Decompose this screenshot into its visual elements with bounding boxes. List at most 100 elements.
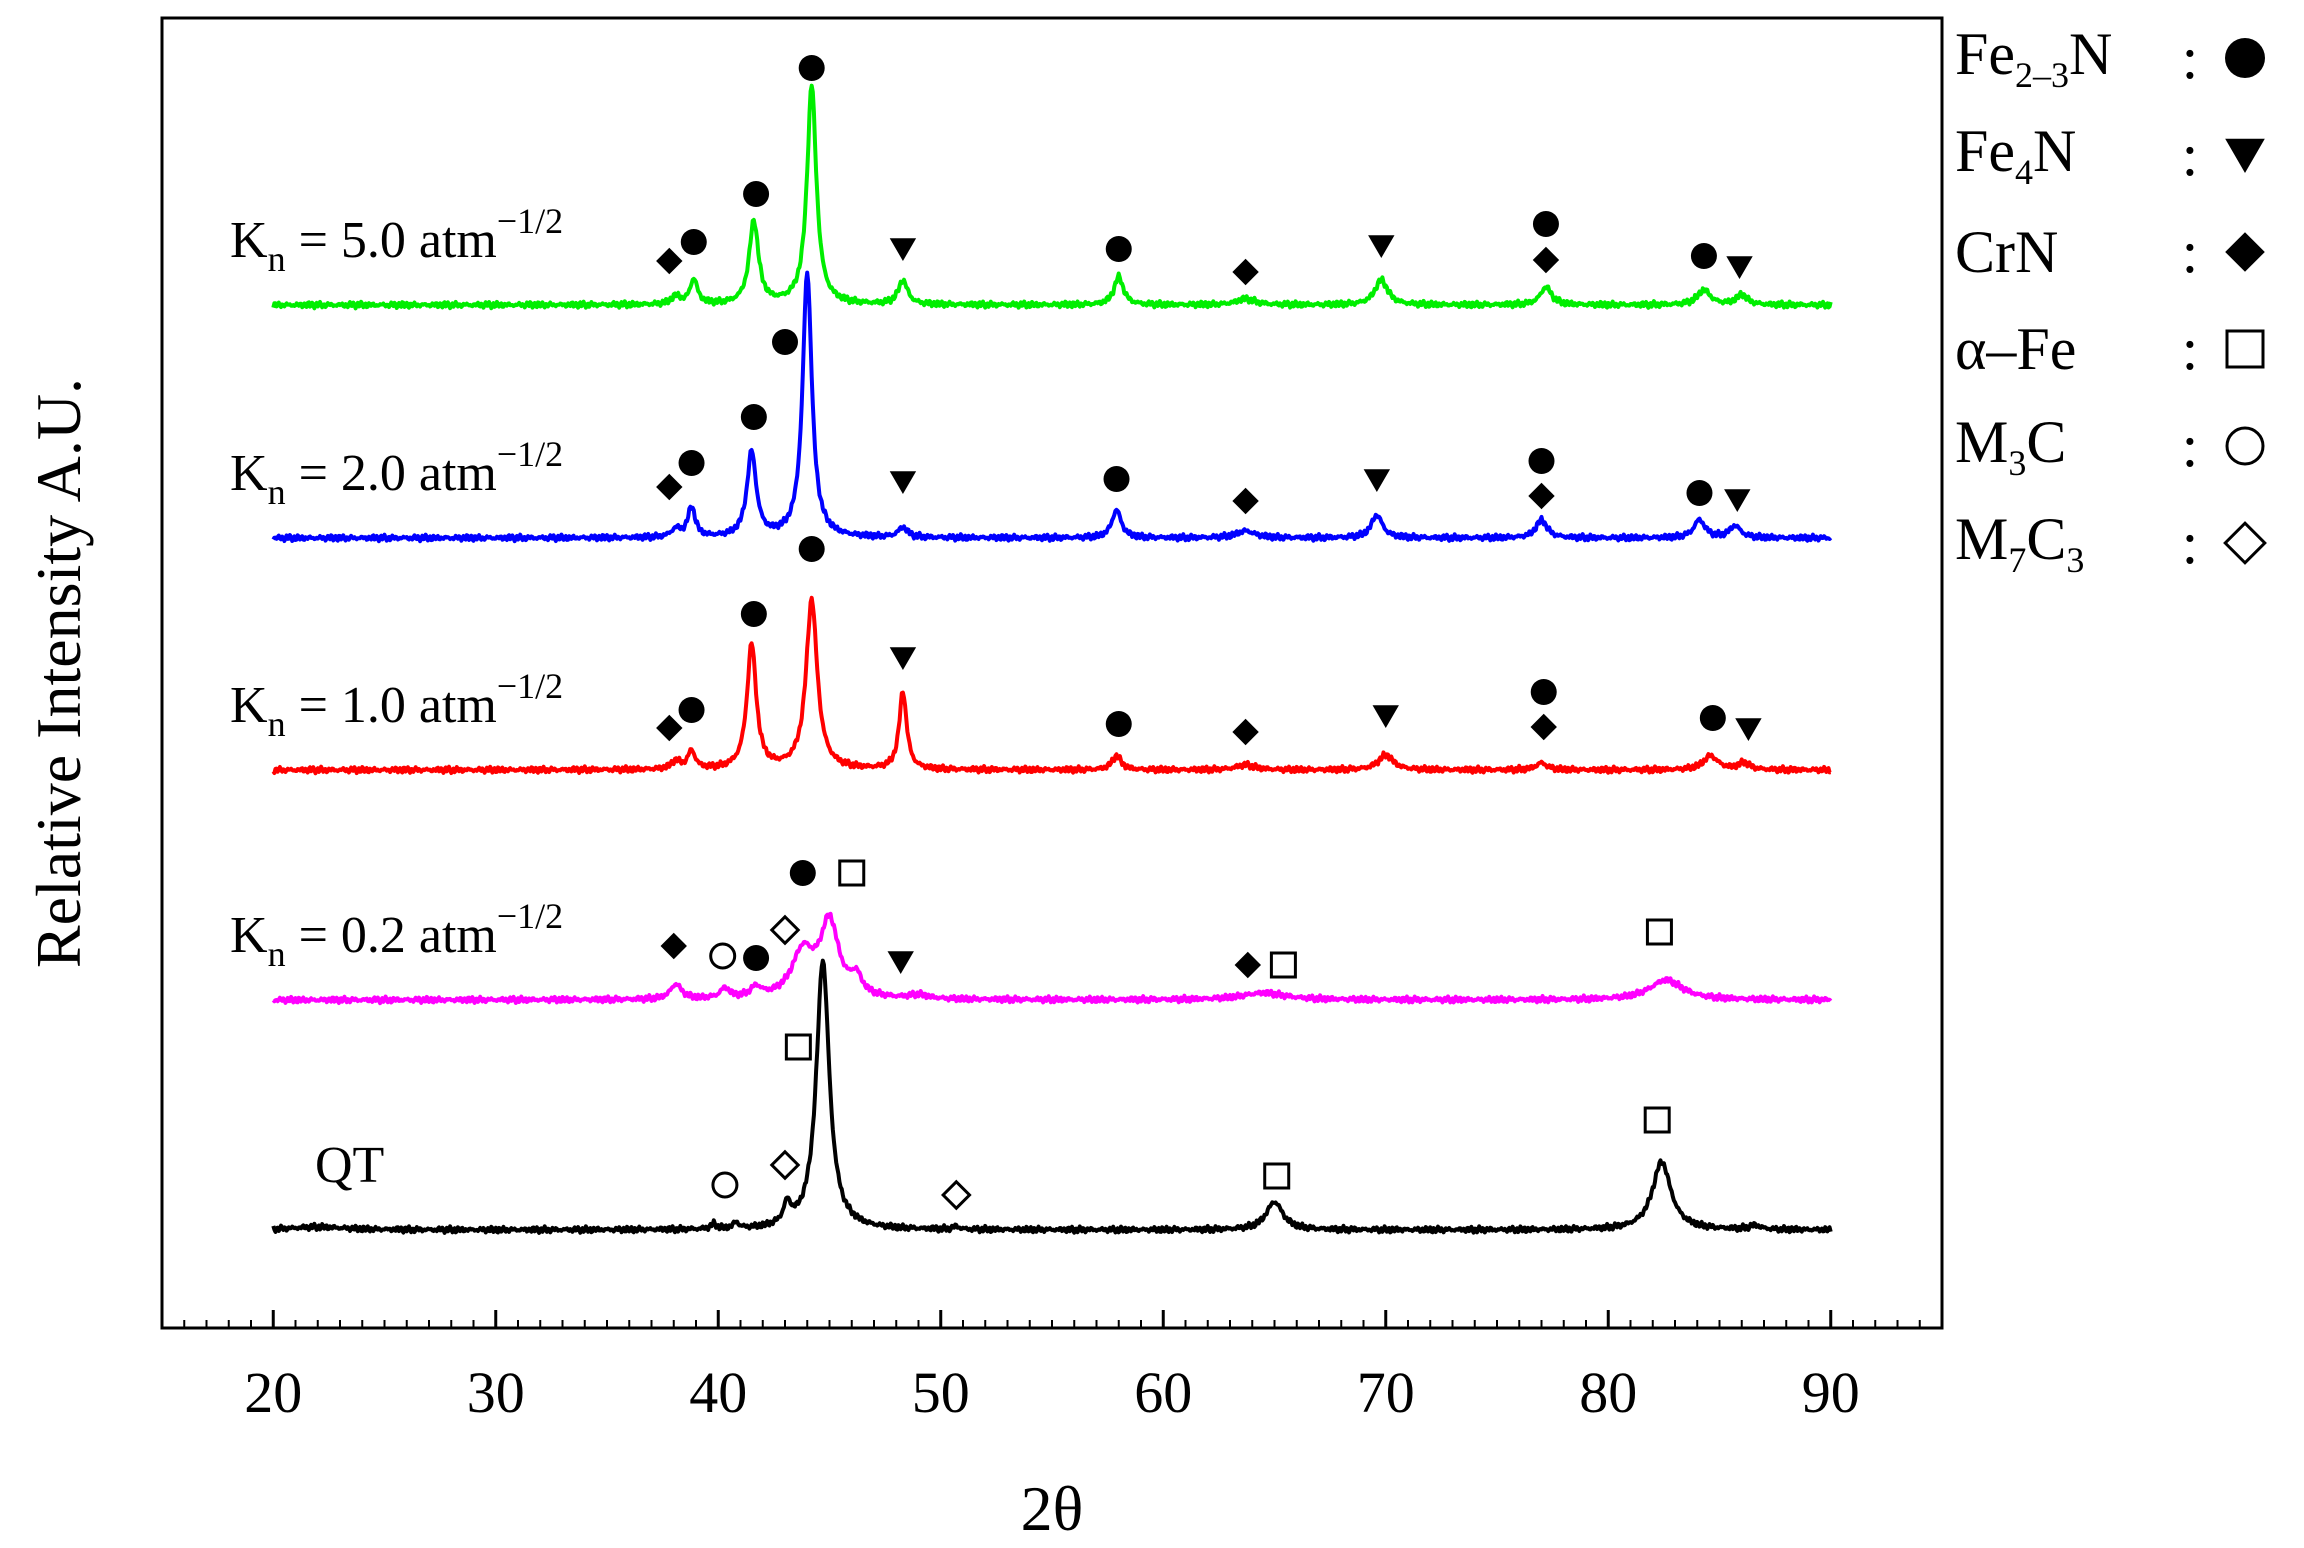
series-line-2 bbox=[271, 595, 1832, 776]
legend-label: Fe2–3N bbox=[1955, 20, 2165, 96]
open-diamond-icon bbox=[2223, 521, 2267, 565]
filled-diamond-marker bbox=[1232, 487, 1259, 515]
x-tick-label: 20 bbox=[244, 1360, 302, 1425]
legend-label-sub: 3 bbox=[2008, 443, 2027, 483]
open-circle-marker bbox=[711, 1171, 739, 1199]
filled-circle-marker bbox=[743, 181, 770, 207]
filled-circle-marker bbox=[1528, 448, 1555, 474]
legend-label: CrN bbox=[1955, 218, 2165, 287]
series-line-1 bbox=[271, 911, 1833, 1006]
x-major-ticks bbox=[271, 1310, 1833, 1328]
series-label-0: QT bbox=[315, 1137, 384, 1194]
legend-label: M7C3 bbox=[1955, 505, 2165, 581]
filled-circle-marker bbox=[1105, 711, 1132, 737]
series-line-4 bbox=[271, 83, 1833, 311]
legend-label-rest: N bbox=[2033, 118, 2077, 184]
series-label-sub: n bbox=[268, 704, 286, 744]
series-label-4: Kn = 5.0 atm−1/2 bbox=[230, 201, 563, 279]
filled-triangle-down-marker bbox=[1372, 705, 1399, 728]
legend-separator: : bbox=[2181, 509, 2199, 576]
legend-symbol bbox=[2225, 232, 2265, 272]
open-square-marker bbox=[784, 1033, 812, 1061]
open-diamond-marker bbox=[941, 1179, 972, 1211]
legend-item: Fe4N: bbox=[1955, 115, 2295, 195]
series-line-3 bbox=[271, 270, 1833, 544]
legend-label-sub: 4 bbox=[2015, 152, 2033, 192]
filled-triangle-down-marker bbox=[1724, 489, 1751, 512]
filled-diamond-marker bbox=[1232, 718, 1259, 746]
legend-separator: : bbox=[2181, 412, 2199, 479]
legend-label-text: α–Fe bbox=[1955, 315, 2077, 382]
marker-layer bbox=[656, 55, 1762, 1211]
series-label-text: K bbox=[230, 445, 268, 502]
filled-circle-marker bbox=[1530, 679, 1557, 705]
filled-diamond-marker bbox=[1532, 246, 1560, 274]
series-label-rest: = 2.0 atm bbox=[286, 445, 497, 502]
series-label-2: Kn = 1.0 atm−1/2 bbox=[230, 666, 563, 744]
legend-item: Fe2–3N: bbox=[1955, 18, 2295, 98]
filled-triangle-down-marker bbox=[1726, 256, 1753, 279]
legend-item: M3C: bbox=[1955, 406, 2295, 486]
filled-circle-marker bbox=[740, 404, 767, 430]
open-square-icon bbox=[2225, 329, 2265, 369]
filled-triangle-down-marker bbox=[887, 951, 914, 974]
legend-label: Fe4N bbox=[1955, 117, 2165, 193]
legend-symbol bbox=[2225, 138, 2265, 173]
filled-circle-marker bbox=[680, 229, 707, 255]
x-minor-ticks bbox=[161, 1320, 1943, 1328]
filled-circle-marker bbox=[1105, 236, 1132, 262]
filled-diamond-marker bbox=[1234, 951, 1261, 979]
legend-symbol bbox=[2225, 38, 2265, 78]
legend-label-sub: 2–3 bbox=[2015, 55, 2069, 95]
filled-circle-marker bbox=[1532, 211, 1559, 237]
series-label-text: K bbox=[230, 212, 268, 269]
open-diamond-marker bbox=[769, 1149, 801, 1181]
open-square-marker bbox=[1269, 951, 1297, 979]
legend-separator: : bbox=[2181, 315, 2199, 382]
series-line-0 bbox=[271, 958, 1833, 1235]
filled-diamond-marker bbox=[656, 714, 683, 742]
series-label-sup: −1/2 bbox=[497, 896, 563, 936]
legend-label-text: Fe bbox=[1955, 21, 2015, 87]
series-label-text: K bbox=[230, 907, 268, 964]
legend-label: α–Fe bbox=[1955, 315, 2165, 384]
filled-circle-marker bbox=[743, 945, 770, 971]
x-tick-label: 60 bbox=[1134, 1360, 1192, 1425]
filled-triangle-down-marker bbox=[1363, 469, 1391, 492]
open-square-marker bbox=[1263, 1162, 1291, 1190]
filled-diamond-marker bbox=[656, 247, 683, 275]
filled-triangle-down-icon bbox=[2225, 138, 2265, 173]
series-label-text: K bbox=[230, 677, 268, 734]
legend-label-text: Fe bbox=[1955, 118, 2015, 184]
x-tick-label: 70 bbox=[1357, 1360, 1415, 1425]
filled-circle-marker bbox=[678, 450, 705, 476]
series-label-sup: −1/2 bbox=[497, 201, 563, 241]
filled-diamond-marker bbox=[656, 473, 683, 501]
series-label-rest: = 0.2 atm bbox=[286, 907, 497, 964]
y-axis-label: Relative Intensity A.U. bbox=[23, 378, 94, 968]
open-square-marker bbox=[1643, 1106, 1671, 1134]
filled-circle-marker bbox=[789, 860, 816, 886]
filled-triangle-down-marker bbox=[889, 238, 917, 261]
legend-symbol bbox=[2225, 426, 2265, 466]
open-circle-icon bbox=[2225, 426, 2265, 466]
series-label-sup: −1/2 bbox=[497, 666, 563, 706]
legend-label-text: M bbox=[1955, 409, 2009, 475]
x-tick-label: 40 bbox=[689, 1360, 747, 1425]
open-circle-marker bbox=[709, 942, 737, 970]
filled-circle-marker bbox=[1699, 705, 1726, 731]
x-axis-label: 2θ bbox=[1021, 1473, 1084, 1544]
legend-item: α–Fe: bbox=[1955, 309, 2295, 389]
series-label-3: Kn = 2.0 atm−1/2 bbox=[230, 434, 563, 512]
filled-triangle-down-marker bbox=[889, 471, 917, 494]
legend-label-text: CrN bbox=[1955, 218, 2059, 285]
open-diamond-marker bbox=[769, 914, 801, 946]
legend-separator: : bbox=[2181, 24, 2199, 91]
x-tick-label: 80 bbox=[1579, 1360, 1637, 1425]
legend-symbol bbox=[2225, 329, 2265, 369]
legend-label: M3C bbox=[1955, 408, 2165, 484]
legend-label-rest: C bbox=[2026, 506, 2067, 572]
series-label-sub: n bbox=[268, 472, 286, 512]
open-square-marker bbox=[1645, 918, 1673, 946]
